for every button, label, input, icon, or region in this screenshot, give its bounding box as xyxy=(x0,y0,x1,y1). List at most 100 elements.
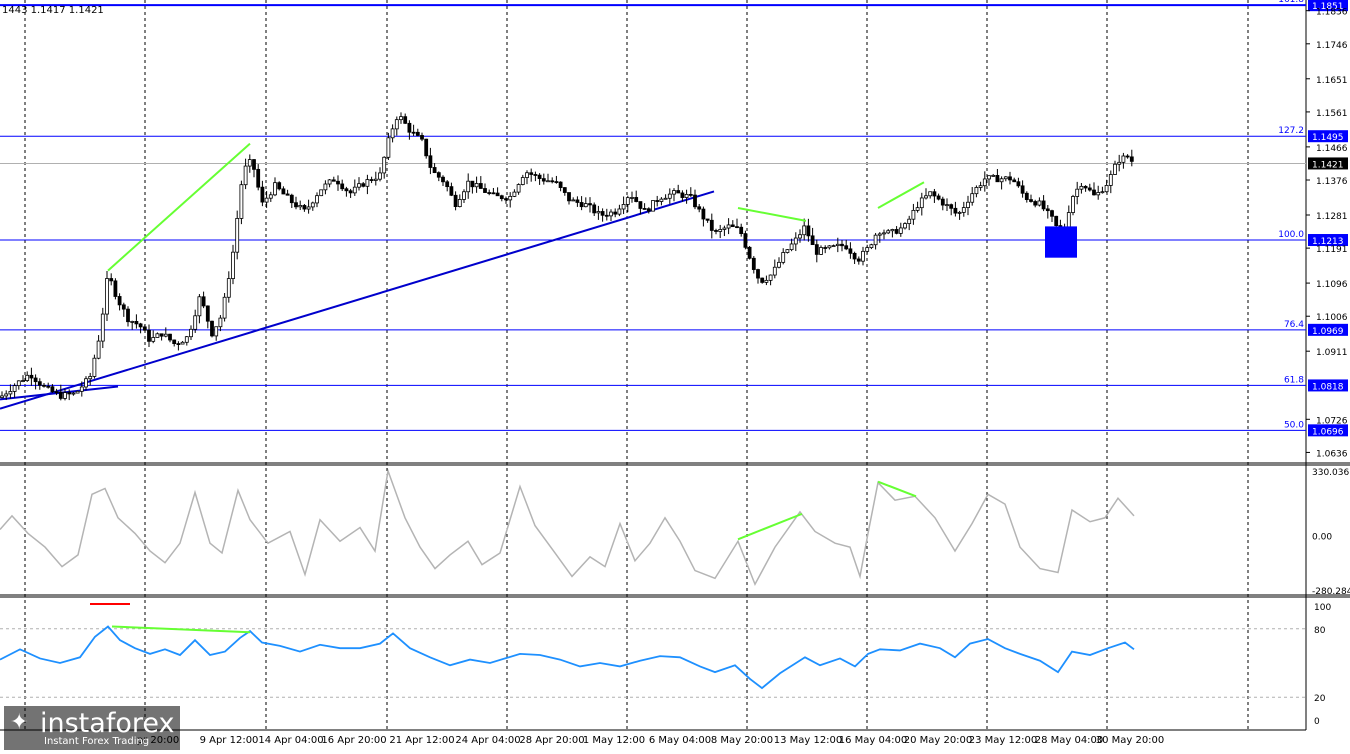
time-tick-label: 16 May 04:00 xyxy=(839,735,908,746)
candle-body xyxy=(25,374,30,381)
candle-body xyxy=(239,184,244,219)
watermark-tagline: Instant Forex Trading xyxy=(44,736,150,747)
candle-body xyxy=(924,195,928,199)
candle-body xyxy=(46,385,51,388)
candle-body xyxy=(495,192,500,197)
candle-body xyxy=(546,180,550,183)
candle-body xyxy=(1024,192,1029,200)
candle-body xyxy=(113,280,118,297)
candle-body xyxy=(214,326,219,337)
candle-body xyxy=(974,187,979,195)
candle-body xyxy=(579,202,584,208)
candle-body xyxy=(281,188,286,195)
candle-body xyxy=(529,172,534,175)
candle-body xyxy=(932,191,937,197)
candle-body xyxy=(571,199,576,202)
candle-body xyxy=(907,218,912,225)
candle-body xyxy=(945,204,949,207)
fib-price-tag-text: 1.1851 xyxy=(1312,2,1344,12)
candle-body xyxy=(33,377,38,383)
candle-body xyxy=(201,296,206,307)
candle-body xyxy=(365,179,370,187)
candle-body xyxy=(399,116,403,121)
candle-body xyxy=(386,137,391,158)
candle-body xyxy=(747,246,752,259)
candle-body xyxy=(21,380,25,382)
candle-body xyxy=(8,391,13,395)
price-tick-label: 1.1836 xyxy=(1316,8,1348,18)
price-tick-label: 1.1466 xyxy=(1316,144,1348,154)
candle-body xyxy=(936,195,941,200)
candle-body xyxy=(537,174,542,179)
candle-body xyxy=(71,392,76,395)
candle-body xyxy=(604,214,609,217)
fib-price-tag xyxy=(1308,130,1348,143)
candle-body xyxy=(193,315,198,330)
candle-body xyxy=(777,261,781,268)
candle-body xyxy=(840,243,844,247)
candle-body xyxy=(714,230,718,232)
fib-price-tag xyxy=(1308,0,1348,12)
candle-body xyxy=(142,326,147,331)
candle-body xyxy=(134,320,139,325)
candle-body xyxy=(462,191,466,200)
candle-body xyxy=(184,336,189,343)
price-tick-label: 1.0726 xyxy=(1316,416,1348,426)
candle-body xyxy=(831,245,836,248)
candle-body xyxy=(441,176,445,183)
candle-body xyxy=(1121,155,1126,163)
candle-body xyxy=(487,192,492,194)
candle-body xyxy=(525,172,529,178)
divergence-line xyxy=(877,181,925,209)
candle-body xyxy=(331,179,336,182)
candle-body xyxy=(1087,187,1092,191)
fib-level-label: 100.0 xyxy=(1278,230,1304,240)
candle-body xyxy=(1066,212,1071,229)
candle-body xyxy=(609,211,613,217)
candle-body xyxy=(810,235,815,246)
candle-body xyxy=(369,179,374,181)
candle-body xyxy=(1100,191,1105,194)
candle-body xyxy=(739,226,744,234)
rsi-line xyxy=(0,625,1135,690)
candle-body xyxy=(806,225,811,237)
candle-body xyxy=(302,205,307,210)
candle-body xyxy=(466,180,471,193)
trend-line xyxy=(0,190,715,410)
candle-body xyxy=(499,195,504,200)
candle-body xyxy=(554,181,559,183)
time-tick-label: 24 Apr 04:00 xyxy=(455,735,520,746)
candle-body xyxy=(67,392,72,395)
time-tick-label: 28 May 04:00 xyxy=(1035,735,1104,746)
candle-body xyxy=(768,274,773,281)
candle-body xyxy=(646,208,651,212)
candle-body xyxy=(138,323,143,328)
candle-body xyxy=(873,234,878,246)
candle-body xyxy=(600,211,605,216)
candle-body xyxy=(483,188,487,193)
price-tick-label: 1.0911 xyxy=(1316,348,1348,358)
divergence-line xyxy=(877,480,917,498)
candle-body xyxy=(1029,199,1033,202)
candle-body xyxy=(1113,163,1117,175)
candle-body xyxy=(205,305,210,322)
candle-body xyxy=(218,317,223,328)
candle-body xyxy=(630,197,634,199)
candle-body xyxy=(340,183,345,190)
candle-body xyxy=(617,208,622,215)
candle-body xyxy=(583,203,588,208)
candle-body xyxy=(222,296,227,319)
candle-body xyxy=(659,198,664,202)
candle-body xyxy=(306,206,311,210)
candle-body xyxy=(655,200,660,202)
candle-body xyxy=(957,211,962,214)
candle-body xyxy=(940,198,945,206)
candle-body xyxy=(491,192,496,195)
divergence-line xyxy=(107,142,251,272)
candle-body xyxy=(197,296,202,317)
candle-body xyxy=(894,229,899,234)
candle-body xyxy=(58,391,63,399)
candle-body xyxy=(621,204,626,210)
candle-body xyxy=(298,205,303,208)
